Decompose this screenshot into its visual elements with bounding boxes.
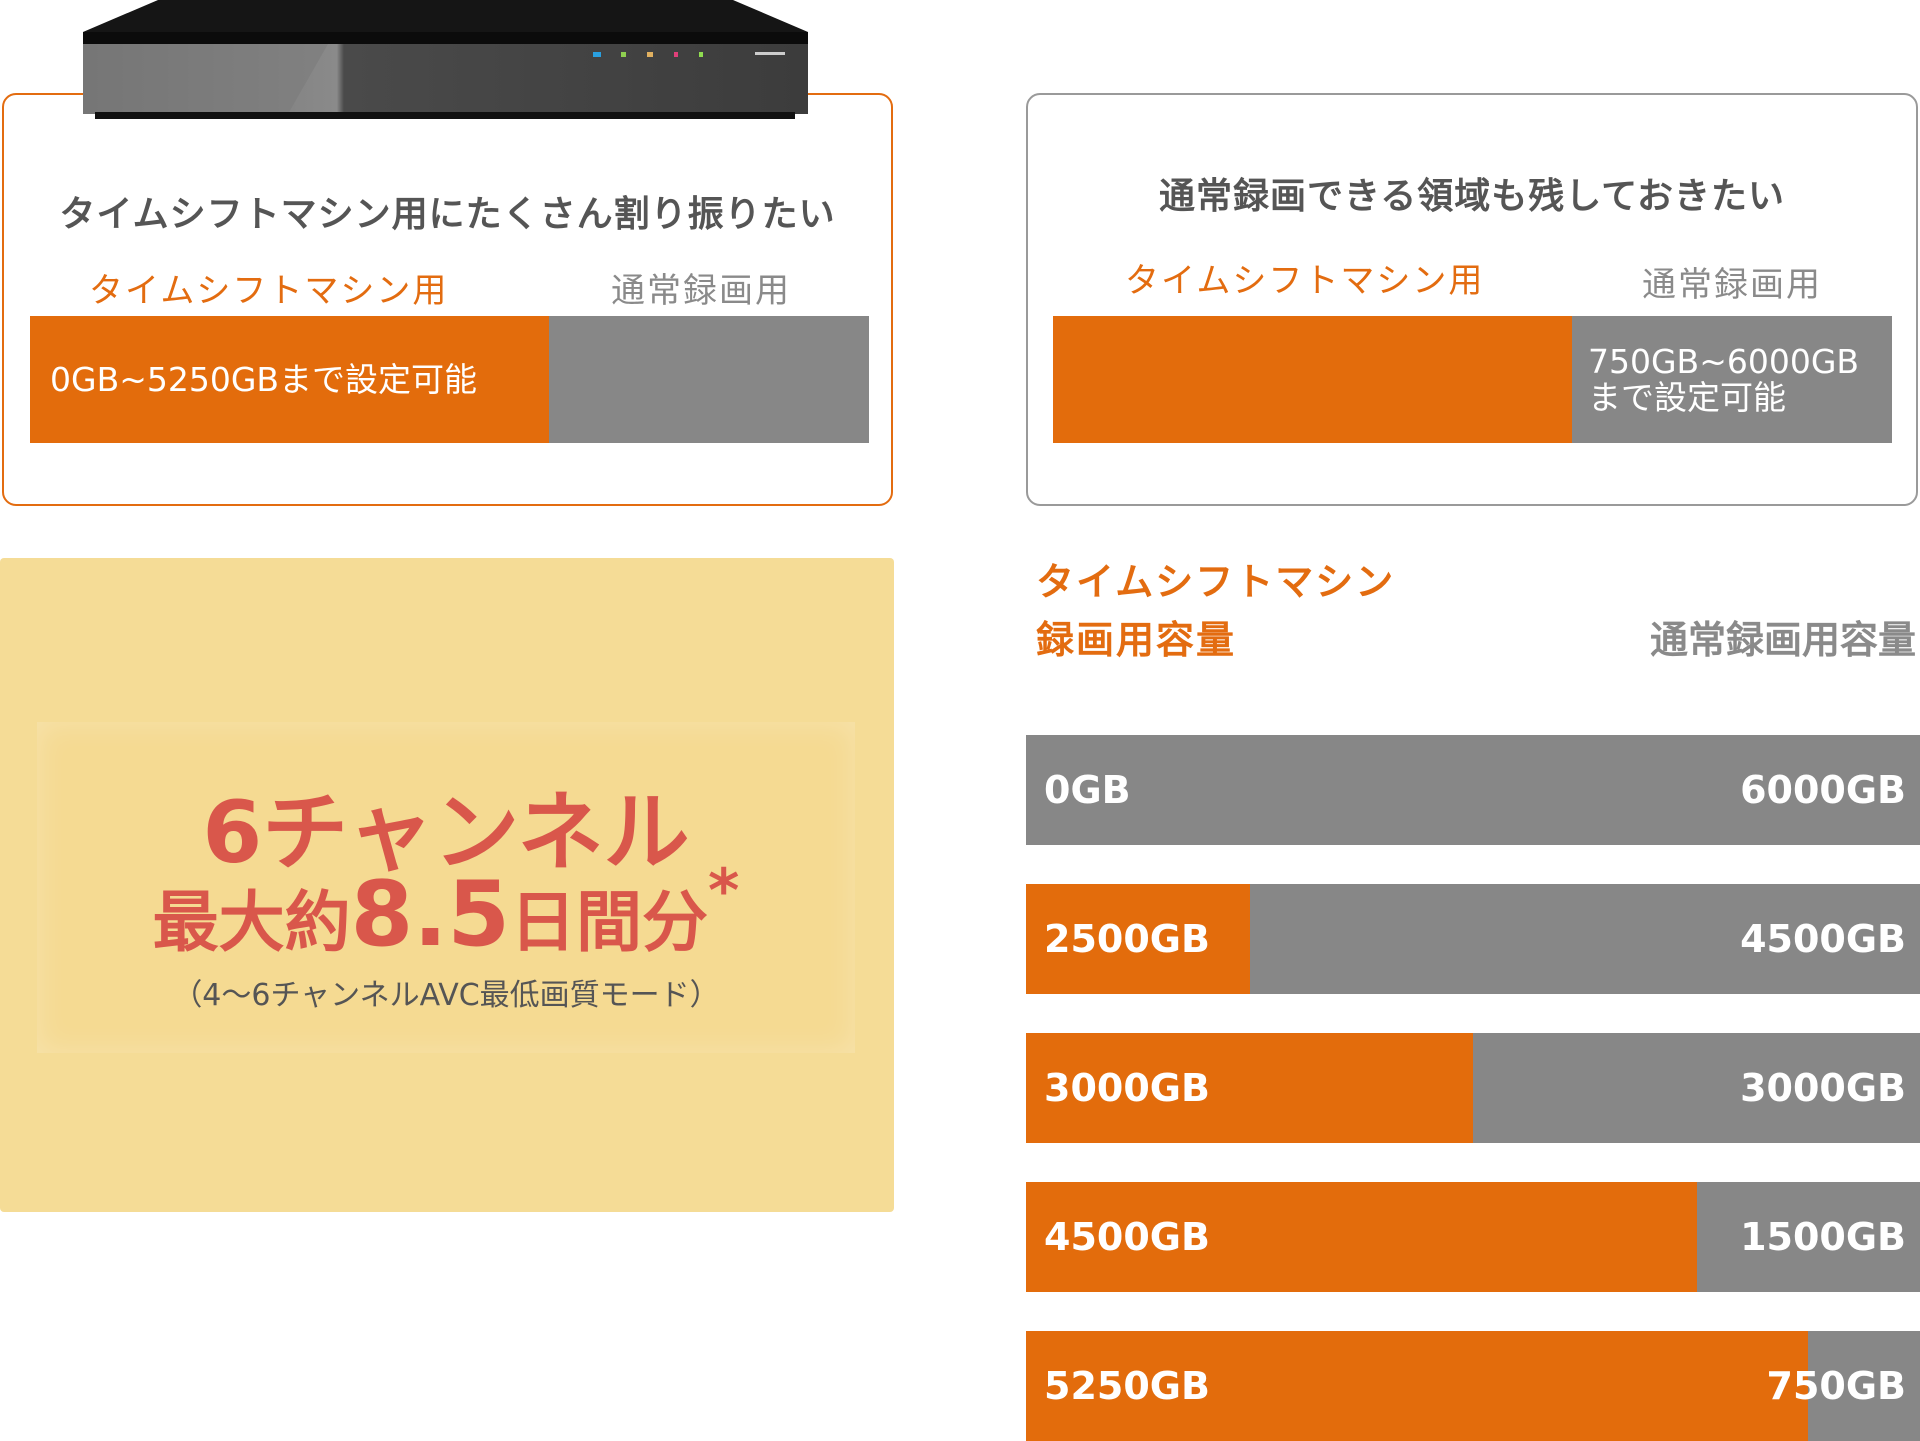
timeshift-capacity: 3000GB: [1044, 1066, 1210, 1110]
normal-capacity: 6000GB: [1740, 768, 1906, 812]
left-timeshift-segment: 0GB~5250GBまで設定可能: [30, 316, 549, 443]
normal-capacity: 4500GB: [1740, 917, 1906, 961]
table-header-normal: 通常録画用容量: [1649, 618, 1916, 662]
highlight-number: 8.5: [350, 862, 511, 967]
highlight-suffix: 日間分: [510, 884, 709, 961]
capacity-row: 0GB 6000GB: [1026, 735, 1920, 845]
highlight-channels: 6チャンネル: [202, 783, 690, 883]
left-label-timeshift: タイムシフトマシン用: [89, 271, 449, 311]
timeshift-priority-card: タイムシフトマシン用にたくさん割り振りたい タイムシフトマシン用 通常録画用 0…: [2, 93, 893, 506]
table-header-timeshift-1: タイムシフトマシン: [1036, 560, 1396, 604]
timeshift-capacity: 2500GB: [1044, 917, 1210, 961]
timeshift-segment: [1026, 884, 1250, 994]
right-label-timeshift: タイムシフトマシン用: [1125, 261, 1485, 301]
capacity-row: 4500GB 1500GB: [1026, 1182, 1920, 1292]
table-header-timeshift-2: 録画用容量: [1036, 618, 1237, 662]
right-card-title: 通常録画できる領域も残しておきたい: [1158, 176, 1786, 217]
highlight-days: 最大約8.5日間分*: [37, 856, 855, 967]
capacity-row: 5250GB 750GB: [1026, 1331, 1920, 1441]
right-bar-text-1: 750GB~6000GB: [1588, 341, 1860, 381]
right-allocation-bar: 750GB~6000GB まで設定可能: [1053, 316, 1892, 443]
capacity-row: 3000GB 3000GB: [1026, 1033, 1920, 1143]
normal-capacity: 1500GB: [1740, 1215, 1906, 1259]
timeshift-capacity: 0GB: [1044, 768, 1131, 812]
right-label-normal: 通常録画用: [1642, 265, 1822, 305]
left-label-normal: 通常録画用: [611, 271, 791, 311]
normal-capacity: 3000GB: [1740, 1066, 1906, 1110]
left-normal-segment: [549, 316, 869, 443]
timeshift-segment: [1026, 1033, 1473, 1143]
highlight-prefix: 最大約: [152, 884, 351, 961]
timeshift-capacity: 4500GB: [1044, 1215, 1210, 1259]
highlight-asterisk: *: [708, 856, 740, 926]
right-normal-segment: 750GB~6000GB まで設定可能: [1572, 316, 1892, 443]
highlight-inner: 6チャンネル 最大約8.5日間分* （4〜6チャンネルAVC最低画質モード）: [37, 722, 855, 1053]
normal-capacity: 750GB: [1766, 1364, 1906, 1408]
left-bar-text: 0GB~5250GBまで設定可能: [50, 359, 478, 399]
timeshift-capacity: 5250GB: [1044, 1364, 1210, 1408]
left-allocation-bar: 0GB~5250GBまで設定可能: [30, 316, 869, 443]
channel-highlight-box: 6チャンネル 最大約8.5日間分* （4〜6チャンネルAVC最低画質モード）: [0, 558, 894, 1212]
recorder-device-image: [83, 0, 808, 119]
capacity-row: 2500GB 4500GB: [1026, 884, 1920, 994]
right-bar-text-2: まで設定可能: [1588, 377, 1786, 417]
right-timeshift-segment: [1053, 316, 1572, 443]
highlight-note: （4〜6チャンネルAVC最低画質モード）: [172, 978, 720, 1013]
left-card-title: タイムシフトマシン用にたくさん割り振りたい: [59, 194, 836, 235]
normal-recording-priority-card: 通常録画できる領域も残しておきたい タイムシフトマシン用 通常録画用 750GB…: [1026, 93, 1918, 506]
